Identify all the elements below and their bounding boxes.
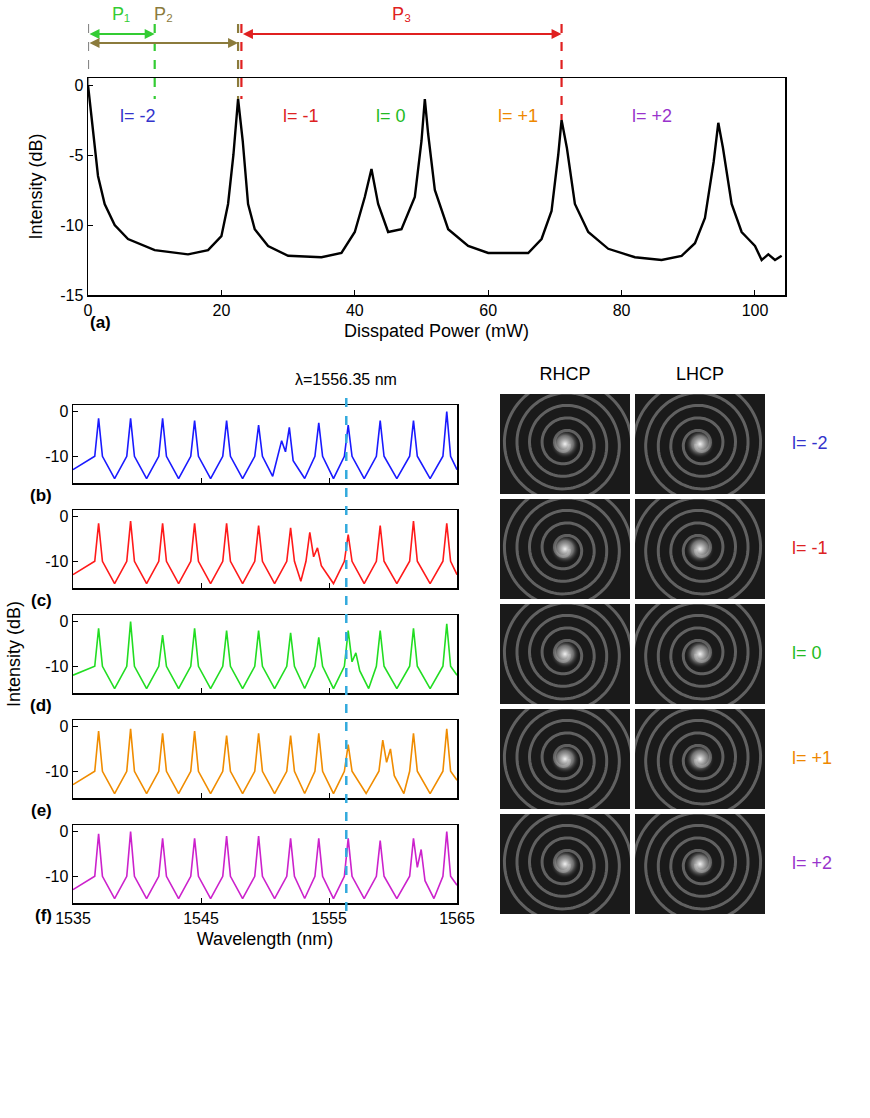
svg-text:l= -1: l= -1 <box>792 538 828 558</box>
svg-text:100: 100 <box>742 302 769 319</box>
svg-text:-15: -15 <box>60 287 83 304</box>
svg-text:l= 0: l= 0 <box>376 106 406 126</box>
svg-text:0: 0 <box>59 613 68 630</box>
svg-text:-10: -10 <box>45 763 68 780</box>
svg-text:-10: -10 <box>45 658 68 675</box>
svg-text:1545: 1545 <box>183 910 219 927</box>
svg-text:RHCP: RHCP <box>539 364 590 384</box>
svg-text:1535: 1535 <box>55 910 91 927</box>
svg-text:Wavelength (nm): Wavelength (nm) <box>197 929 333 949</box>
svg-text:l= -2: l= -2 <box>792 433 828 453</box>
svg-text:0: 0 <box>59 823 68 840</box>
svg-text:(d): (d) <box>30 696 52 715</box>
svg-text:LHCP: LHCP <box>676 364 724 384</box>
svg-text:P₁: P₁ <box>112 4 130 24</box>
svg-text:l= +2: l= +2 <box>632 106 672 126</box>
svg-text:1555: 1555 <box>311 910 347 927</box>
svg-text:0: 0 <box>59 508 68 525</box>
svg-text:-10: -10 <box>45 868 68 885</box>
svg-text:0: 0 <box>84 302 93 319</box>
svg-text:l= +2: l= +2 <box>792 853 832 873</box>
svg-text:l= -1: l= -1 <box>283 106 319 126</box>
svg-text:l= -2: l= -2 <box>120 106 156 126</box>
svg-text:l= +1: l= +1 <box>498 106 538 126</box>
svg-text:Intensity (dB): Intensity (dB) <box>26 133 46 239</box>
svg-text:-10: -10 <box>60 217 83 234</box>
svg-text:0: 0 <box>59 403 68 420</box>
svg-text:1565: 1565 <box>439 910 475 927</box>
svg-text:-10: -10 <box>45 553 68 570</box>
svg-text:(c): (c) <box>31 591 52 610</box>
svg-text:40: 40 <box>346 302 364 319</box>
svg-text:(f): (f) <box>35 906 52 925</box>
svg-text:-5: -5 <box>69 147 83 164</box>
svg-text:Disspated Power (mW): Disspated Power (mW) <box>344 321 529 341</box>
svg-text:0: 0 <box>74 77 83 94</box>
svg-text:l= 0: l= 0 <box>792 643 822 663</box>
svg-text:l= +1: l= +1 <box>792 748 832 768</box>
svg-text:Intensity (dB): Intensity (dB) <box>4 601 24 707</box>
svg-text:(e): (e) <box>31 801 52 820</box>
svg-text:0: 0 <box>59 718 68 735</box>
svg-text:-10: -10 <box>45 448 68 465</box>
svg-text:P₂: P₂ <box>154 4 173 24</box>
svg-text:P₃: P₃ <box>392 4 411 24</box>
svg-text:60: 60 <box>479 302 497 319</box>
svg-text:(b): (b) <box>30 486 52 505</box>
svg-text:λ=1556.35 nm: λ=1556.35 nm <box>295 371 397 388</box>
svg-text:80: 80 <box>613 302 631 319</box>
svg-text:20: 20 <box>213 302 231 319</box>
svg-text:(a): (a) <box>90 313 111 332</box>
